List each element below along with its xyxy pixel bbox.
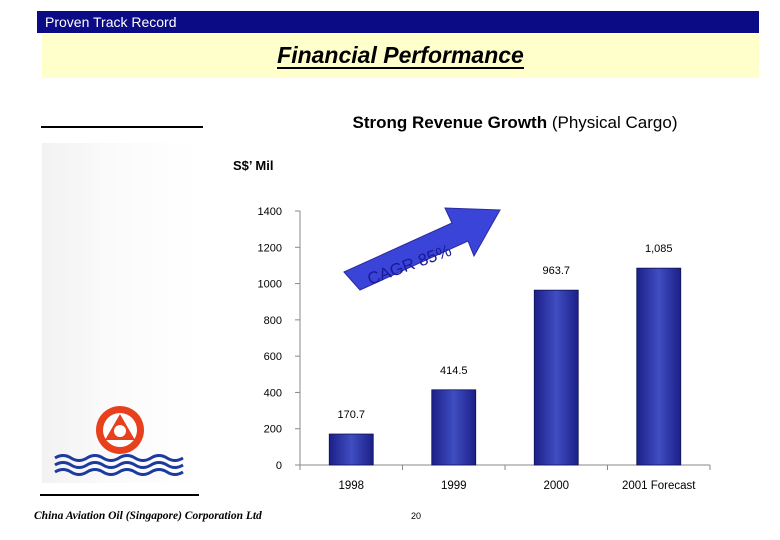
section-header-bar: Proven Track Record: [37, 11, 759, 33]
x-tick-label: 2001 Forecast: [622, 480, 696, 492]
cao-logo-icon: [54, 406, 184, 476]
title-band: Financial Performance: [42, 34, 759, 78]
y-tick-label: 1200: [258, 242, 282, 254]
logo-triangle-dot: [114, 425, 126, 437]
y-tick-label: 0: [276, 460, 282, 472]
page-number: 20: [411, 511, 422, 521]
x-tick-label: 2000: [543, 480, 569, 492]
footer-company: China Aviation Oil (Singapore) Corporati…: [34, 510, 262, 522]
cagr-arrow-shape: [343, 207, 501, 291]
y-tick-label: 600: [264, 351, 282, 363]
chart-title-main: Strong Revenue Growth: [352, 113, 548, 132]
y-tick-label: 800: [264, 315, 282, 327]
data-label: 414.5: [440, 365, 468, 377]
bottom-rule: [40, 494, 199, 496]
data-label: 1,085: [645, 243, 673, 255]
data-label: 170.7: [337, 409, 365, 421]
y-tick-label: 200: [264, 424, 282, 436]
y-tick-label: 1400: [258, 206, 282, 218]
page-title: Financial Performance: [277, 42, 524, 69]
chart-title: Strong Revenue Growth (Physical Cargo): [250, 113, 780, 133]
bar: [328, 433, 374, 466]
y-tick-label: 1000: [258, 279, 282, 291]
bar: [431, 389, 477, 466]
top-rule: [41, 126, 203, 128]
section-label: Proven Track Record: [45, 14, 177, 30]
y-axis-label: S$’ Mil: [233, 158, 274, 173]
cagr-arrow: CAGR 85%: [343, 207, 501, 291]
logo-waves: [54, 454, 184, 476]
chart-subtitle: (Physical Cargo): [551, 113, 678, 132]
bar: [533, 289, 579, 466]
x-tick-label: 1998: [338, 480, 364, 492]
x-tick-label: 1999: [441, 480, 467, 492]
y-tick-label: 400: [264, 387, 282, 399]
bar: [636, 267, 682, 466]
data-label: 963.7: [542, 265, 570, 277]
